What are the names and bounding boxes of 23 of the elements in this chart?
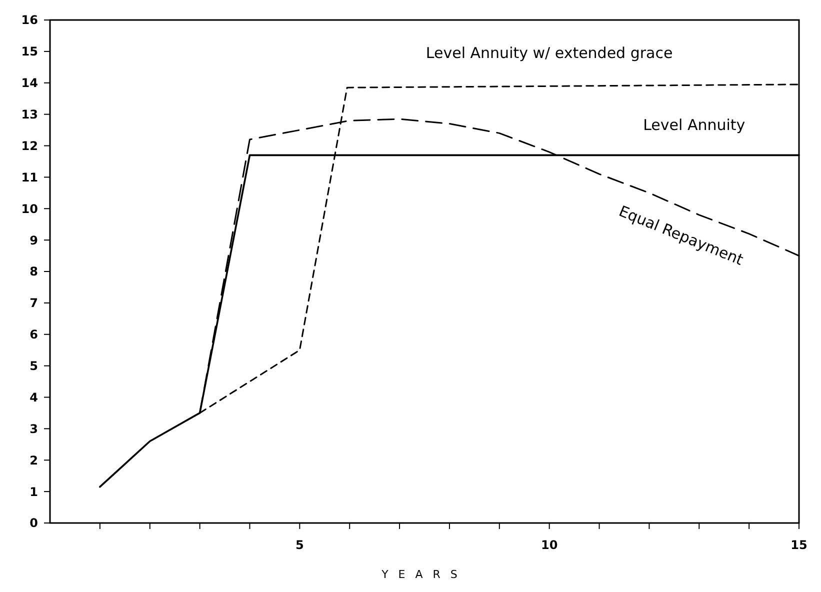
y-tick-label: 7: [30, 296, 38, 310]
y-tick-label: 15: [21, 44, 38, 59]
y-tick-label: 0: [30, 516, 38, 530]
x-tick-label: 5: [295, 538, 304, 552]
y-tick-label: 16: [21, 13, 38, 28]
y-tick-label: 2: [30, 453, 38, 468]
x-axis-title: YEARS: [380, 568, 468, 581]
y-tick-label: 5: [30, 359, 38, 374]
y-tick-label: 12: [21, 138, 38, 153]
y-tick-label: 14: [21, 76, 38, 90]
y-tick-label: 1: [30, 484, 38, 499]
y-tick-label: 13: [21, 108, 38, 122]
y-tick-label: 3: [30, 422, 38, 436]
x-tick-label: 10: [540, 538, 558, 552]
y-tick-label: 8: [30, 264, 38, 279]
y-tick-label: 6: [30, 328, 38, 342]
y-tick-label: 4: [30, 390, 38, 404]
series-label: Level Annuity: [643, 116, 746, 134]
x-tick-label: 15: [790, 538, 808, 552]
y-tick-label: 10: [21, 202, 38, 216]
y-tick-label: 11: [21, 170, 38, 184]
series-label: Level Annuity w/ extended grace: [426, 44, 673, 62]
y-tick-label: 9: [30, 233, 38, 248]
